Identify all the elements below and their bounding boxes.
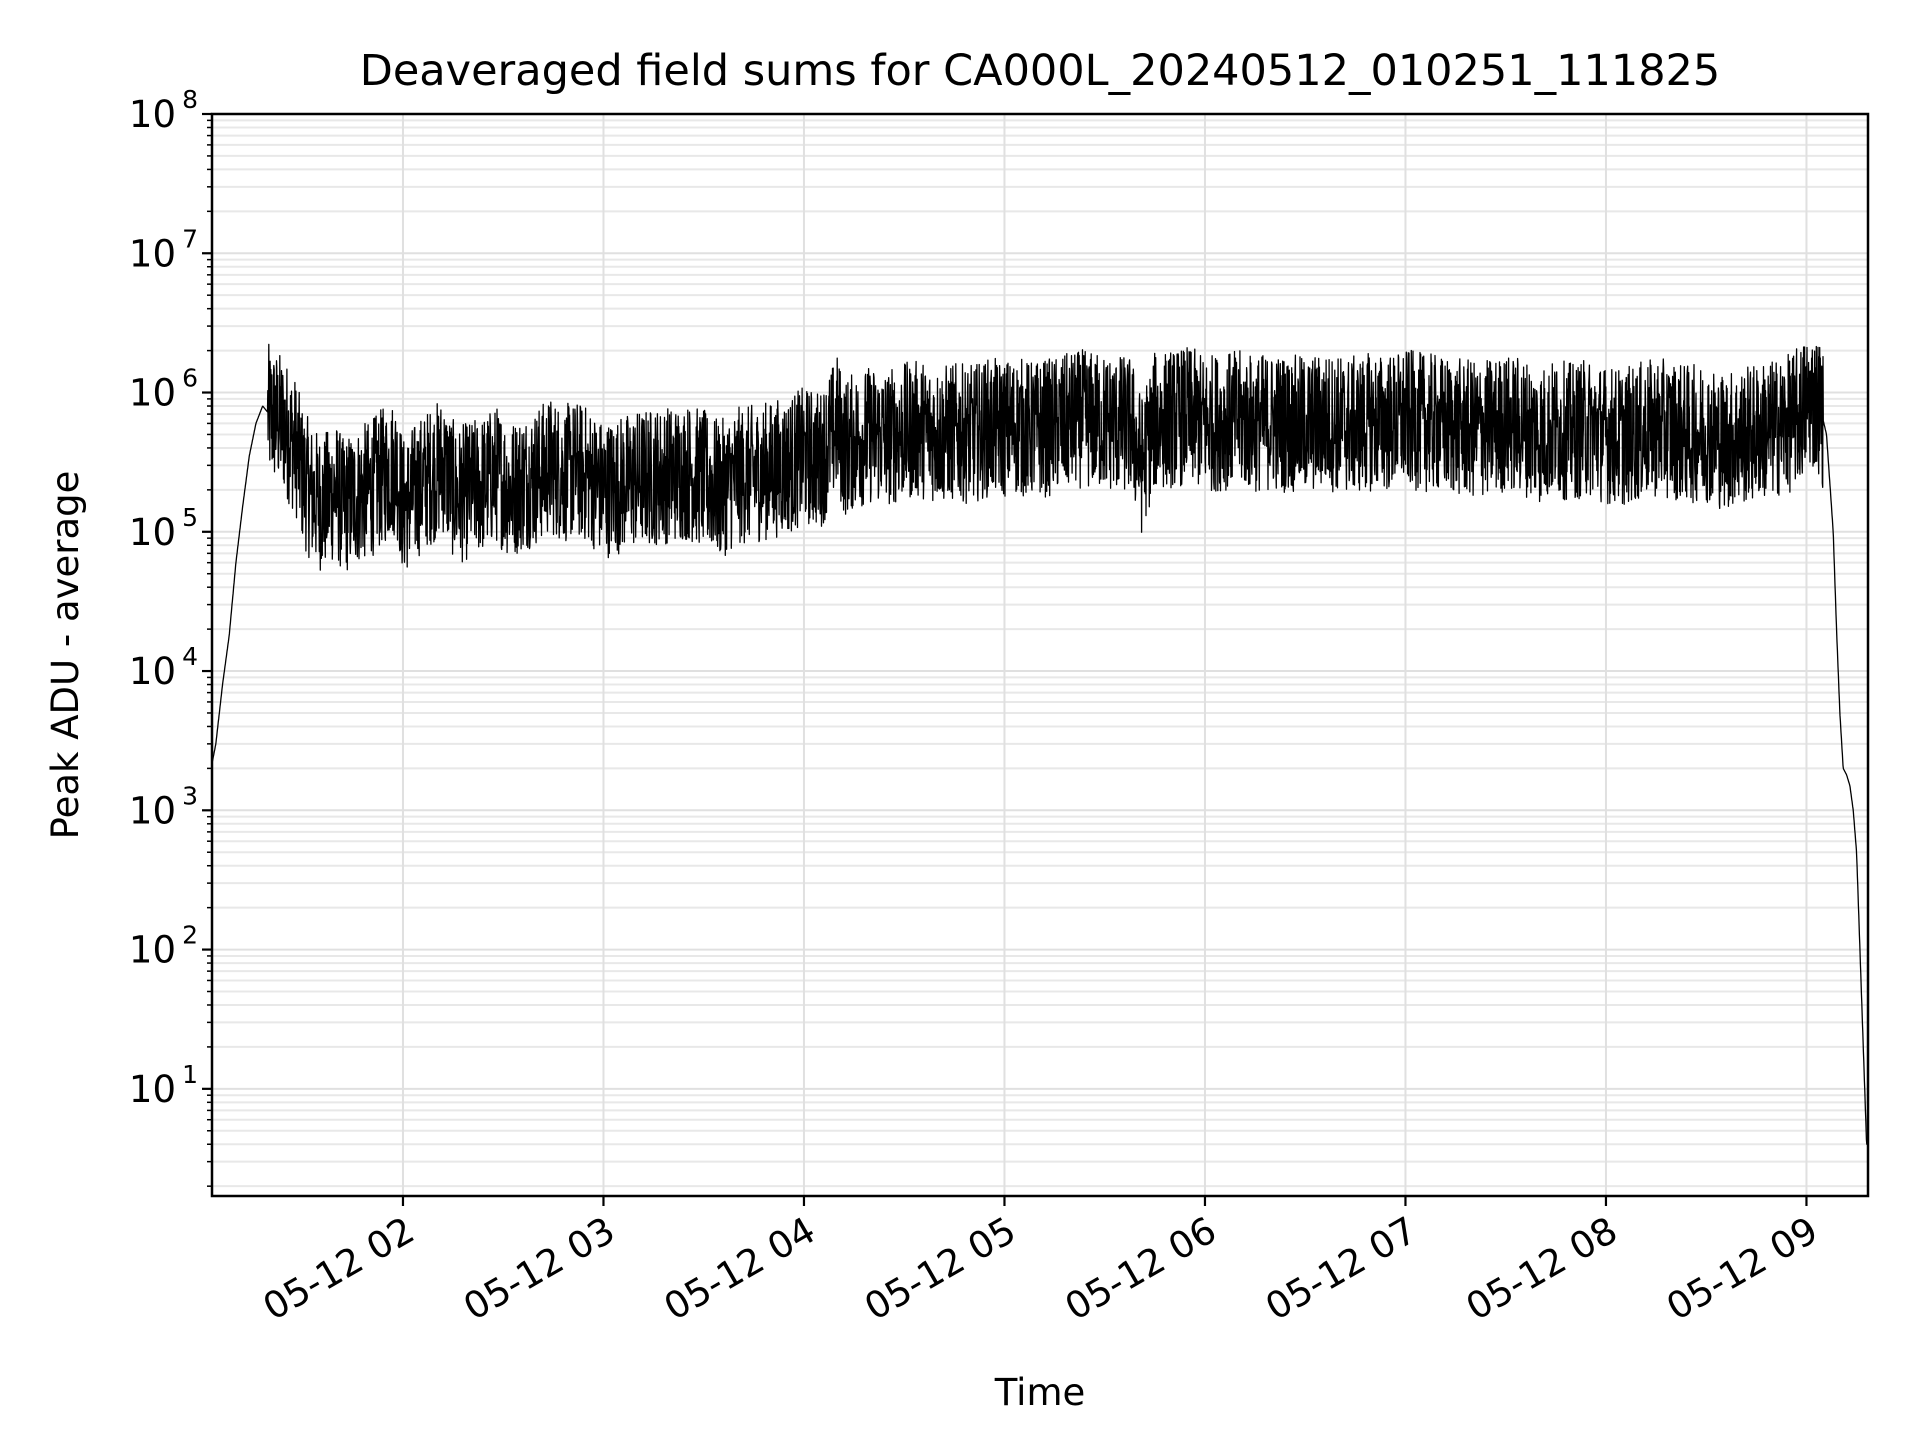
y-tick-label-exponent: 3 [182,781,198,810]
chart-title: Deaveraged field sums for CA000L_2024051… [360,46,1721,96]
y-tick-label-exponent: 4 [182,642,198,671]
x-axis-label: Time [994,1371,1086,1414]
plot-frame [210,112,1870,1198]
y-tick-label-exponent: 2 [182,921,198,950]
y-tick-label-exponent: 6 [182,364,198,393]
y-tick-label-exponent: 1 [182,1060,198,1089]
series-line [211,343,1869,1145]
y-tick-label: 10 [129,929,176,972]
y-tick-label: 10 [129,232,176,275]
y-tick-label: 10 [129,1068,176,1111]
y-tick-label-exponent: 7 [182,224,198,253]
y-tick-label: 10 [129,511,176,554]
y-tick-label-base: 10 [129,93,176,136]
y-tick-label-base: 10 [129,650,176,693]
y-tick-label-exponent: 8 [182,85,198,114]
y-tick-label-base: 10 [129,232,176,275]
series-layer [211,343,1869,1145]
y-tick-label: 10 [129,789,176,832]
y-tick-label-base: 10 [129,372,176,415]
y-tick-label-base: 10 [129,1068,176,1111]
y-tick-label: 10 [129,372,176,415]
y-tick-label-exponent: 5 [182,503,198,532]
grid [212,114,1868,1196]
y-tick-label: 10 [129,93,176,136]
y-tick-label-base: 10 [129,929,176,972]
y-axis-label: Peak ADU - average [44,471,87,840]
y-tick-label-base: 10 [129,789,176,832]
y-tick-label-base: 10 [129,511,176,554]
y-tick-label: 10 [129,650,176,693]
